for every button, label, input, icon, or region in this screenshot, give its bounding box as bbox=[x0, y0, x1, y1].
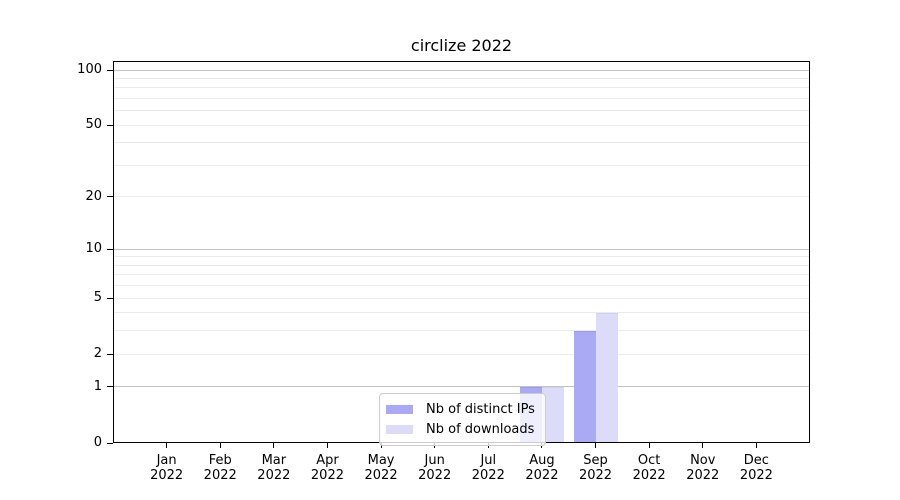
x-tick-month: Jan bbox=[156, 453, 177, 468]
x-tick-year: 2022 bbox=[150, 468, 184, 483]
legend-swatch-distinct-ips-icon bbox=[386, 404, 413, 414]
gridline-major bbox=[113, 386, 810, 388]
x-tick-label-jun: Jun 2022 bbox=[403, 453, 467, 483]
x-tick-label-mar: Mar 2022 bbox=[242, 453, 306, 483]
legend-label-downloads: Nb of downloads bbox=[426, 421, 535, 437]
x-tick-mark bbox=[326, 443, 328, 448]
x-tick-month: Sep bbox=[583, 453, 608, 468]
x-tick-label-sep: Sep 2022 bbox=[564, 453, 628, 483]
y-tick-mark bbox=[107, 353, 113, 355]
x-tick-label-may: May 2022 bbox=[349, 453, 413, 483]
gridline-minor bbox=[113, 165, 810, 166]
bar-aug-downloads bbox=[541, 386, 564, 443]
y-tick-label: 0 bbox=[93, 435, 102, 450]
x-tick-label-nov: Nov 2022 bbox=[671, 453, 735, 483]
x-tick-month: Mar bbox=[261, 453, 287, 468]
x-tick-mark bbox=[595, 443, 597, 448]
x-tick-mark bbox=[273, 443, 275, 448]
gridline-minor bbox=[113, 285, 810, 287]
gridline-major bbox=[113, 69, 810, 71]
y-tick-mark bbox=[107, 297, 113, 299]
x-tick-year: 2022 bbox=[739, 468, 773, 483]
gridline-minor bbox=[113, 196, 810, 198]
x-tick-mark bbox=[219, 443, 221, 448]
gridline-minor bbox=[113, 264, 810, 266]
y-tick-mark bbox=[107, 124, 113, 126]
y-tick-label: 5 bbox=[93, 290, 102, 306]
y-tick-label: 50 bbox=[85, 117, 102, 133]
x-tick-label-apr: Apr 2022 bbox=[295, 453, 359, 483]
x-tick-month: Aug bbox=[529, 453, 555, 468]
legend-item-downloads: Nb of downloads bbox=[386, 419, 535, 439]
x-tick-year: 2022 bbox=[632, 468, 666, 483]
gridline-minor bbox=[113, 312, 810, 314]
x-tick-month: Nov bbox=[690, 453, 716, 468]
x-tick-month: May bbox=[367, 453, 395, 468]
gridline-minor bbox=[113, 297, 810, 299]
x-tick-year: 2022 bbox=[525, 468, 559, 483]
gridline-minor bbox=[113, 142, 810, 144]
x-tick-mark bbox=[166, 443, 168, 448]
x-tick-month: Jul bbox=[480, 453, 497, 468]
bar-sep-downloads bbox=[595, 312, 618, 443]
x-tick-label-dec: Dec 2022 bbox=[724, 453, 788, 483]
x-tick-month: Dec bbox=[743, 453, 769, 468]
x-tick-year: 2022 bbox=[578, 468, 613, 483]
gridline-minor bbox=[113, 77, 810, 79]
gridline-minor bbox=[113, 330, 810, 332]
legend: Nb of distinct IPs Nb of downloads bbox=[379, 393, 546, 446]
x-tick-mark bbox=[648, 443, 650, 448]
y-tick-label: 10 bbox=[85, 241, 102, 257]
x-tick-month: Feb bbox=[208, 453, 232, 468]
y-tick-mark bbox=[107, 248, 113, 250]
x-tick-label-oct: Oct 2022 bbox=[617, 453, 681, 483]
x-tick-month: Oct bbox=[637, 453, 661, 468]
y-tick-mark bbox=[107, 69, 113, 71]
gridline-minor bbox=[113, 87, 810, 89]
x-tick-year: 2022 bbox=[203, 468, 237, 483]
chart-title: circlize 2022 bbox=[410, 36, 513, 55]
x-tick-month: Apr bbox=[316, 453, 339, 468]
x-tick-month: Jun bbox=[424, 453, 445, 468]
y-tick-mark bbox=[107, 442, 113, 444]
y-tick-label: 100 bbox=[77, 62, 102, 78]
x-tick-label-jul: Jul 2022 bbox=[456, 453, 520, 483]
gridline-minor bbox=[113, 256, 810, 258]
x-tick-year: 2022 bbox=[471, 468, 505, 483]
gridline-minor bbox=[113, 110, 810, 112]
x-tick-year: 2022 bbox=[364, 468, 398, 483]
gridline-minor bbox=[113, 274, 810, 276]
x-tick-mark bbox=[702, 443, 704, 448]
legend-swatch-downloads-icon bbox=[386, 424, 413, 434]
gridline-minor bbox=[113, 98, 810, 100]
plot-area bbox=[113, 61, 810, 443]
x-tick-label-jan: Jan 2022 bbox=[135, 453, 199, 483]
y-tick-mark bbox=[107, 196, 113, 198]
y-tick-label: 1 bbox=[93, 378, 102, 394]
x-tick-year: 2022 bbox=[418, 468, 452, 483]
x-tick-label-feb: Feb 2022 bbox=[188, 453, 252, 483]
legend-label-distinct-ips: Nb of distinct IPs bbox=[426, 401, 535, 417]
gridline-major bbox=[113, 248, 810, 250]
x-tick-year: 2022 bbox=[310, 468, 344, 483]
x-tick-label-aug: Aug 2022 bbox=[510, 453, 574, 483]
bar-sep-distinct-ips bbox=[573, 330, 596, 443]
legend-item-distinct-ips: Nb of distinct IPs bbox=[386, 399, 535, 419]
x-tick-year: 2022 bbox=[257, 468, 291, 483]
y-tick-label: 20 bbox=[85, 188, 102, 204]
gridline-minor bbox=[113, 353, 810, 355]
y-tick-mark bbox=[107, 386, 113, 388]
gridline-minor bbox=[113, 124, 810, 126]
x-tick-year: 2022 bbox=[686, 468, 720, 483]
y-tick-label: 2 bbox=[93, 346, 102, 362]
x-tick-mark bbox=[755, 443, 757, 448]
